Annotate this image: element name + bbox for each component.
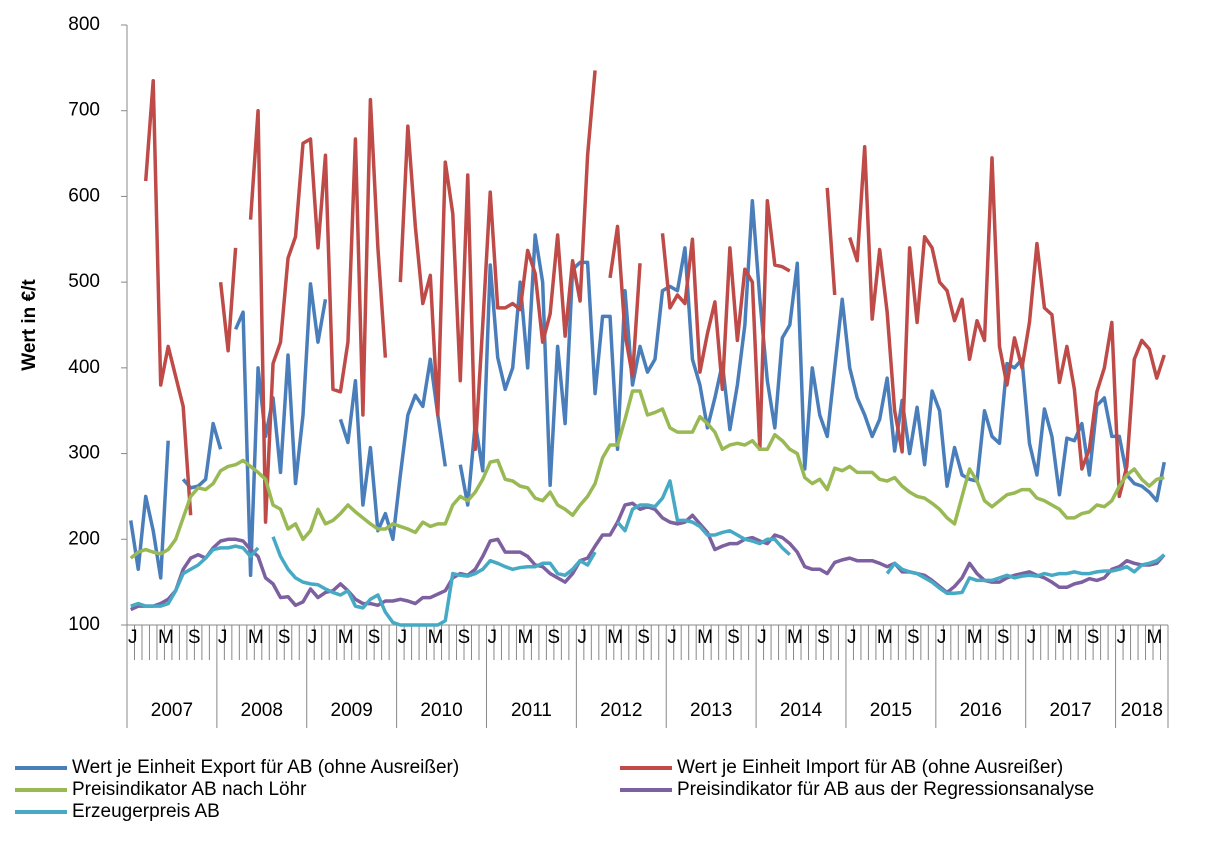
y-tick-label: 100 xyxy=(68,614,100,635)
x-tick-label: M xyxy=(787,627,803,648)
x-tick-label: J xyxy=(218,627,228,648)
y-axis-title: Wert in €/t xyxy=(19,279,40,371)
series-line xyxy=(129,198,1166,580)
x-tick-label: J xyxy=(398,627,408,648)
legend-label: Wert je Einheit Import für AB (ohne Ausr… xyxy=(677,757,1063,778)
x-tick-label: S xyxy=(727,627,740,648)
x-group-label: 2016 xyxy=(960,700,1002,721)
x-group-label: 2012 xyxy=(600,700,642,721)
x-tick-label: M xyxy=(607,627,623,648)
x-group-label: 2013 xyxy=(690,700,732,721)
x-group-label: 2008 xyxy=(241,700,283,721)
x-tick-label: M xyxy=(967,627,983,648)
x-tick-label: J xyxy=(1117,627,1127,648)
x-group-label: 2014 xyxy=(780,700,823,721)
x-tick-label: J xyxy=(937,627,947,648)
x-group-label: 2009 xyxy=(331,700,373,721)
x-tick-label: J xyxy=(308,627,318,648)
x-tick-label: M xyxy=(697,627,713,648)
x-tick-label: M xyxy=(517,627,533,648)
x-tick-label: M xyxy=(877,627,893,648)
series-line xyxy=(143,70,1166,524)
x-tick-label: S xyxy=(188,627,201,648)
x-tick-label: J xyxy=(1027,627,1037,648)
x-tick-label: S xyxy=(1087,627,1100,648)
legend-label: Erzeugerpreis AB xyxy=(72,801,220,822)
x-group-label: 2015 xyxy=(870,700,912,721)
x-tick-label: M xyxy=(338,627,354,648)
x-tick-label: S xyxy=(278,627,291,648)
x-tick-label: M xyxy=(158,627,174,648)
x-group-label: 2007 xyxy=(151,700,193,721)
y-tick-label: 200 xyxy=(68,528,100,549)
legend-label: Preisindikator für AB aus der Regression… xyxy=(677,779,1094,800)
x-tick-label: M xyxy=(248,627,264,648)
y-tick-label: 300 xyxy=(68,443,100,464)
legend-label: Wert je Einheit Export für AB (ohne Ausr… xyxy=(72,757,459,778)
x-tick-label: J xyxy=(487,627,497,648)
x-tick-label: S xyxy=(458,627,471,648)
x-tick-label: S xyxy=(907,627,920,648)
x-group-label: 2010 xyxy=(420,700,462,721)
x-tick-label: S xyxy=(817,627,830,648)
x-tick-label: S xyxy=(547,627,560,648)
x-group-label: 2018 xyxy=(1121,700,1163,721)
x-tick-label: S xyxy=(368,627,381,648)
series-line xyxy=(130,479,1166,627)
x-tick-label: S xyxy=(637,627,650,648)
series-line xyxy=(129,389,1165,560)
x-tick-label: M xyxy=(1147,627,1163,648)
x-tick-label: J xyxy=(847,627,857,648)
y-tick-label: 500 xyxy=(68,271,100,292)
x-group-label: 2017 xyxy=(1049,700,1091,721)
legend-label: Preisindikator AB nach Löhr xyxy=(72,779,307,800)
x-group-label: 2011 xyxy=(511,700,552,721)
x-tick-label: J xyxy=(128,627,138,648)
x-tick-label: J xyxy=(757,627,767,648)
x-tick-label: J xyxy=(577,627,587,648)
y-tick-label: 700 xyxy=(68,100,100,121)
x-tick-label: S xyxy=(997,627,1010,648)
x-tick-label: M xyxy=(1057,627,1073,648)
x-tick-label: J xyxy=(667,627,677,648)
x-tick-label: M xyxy=(428,627,444,648)
y-tick-label: 800 xyxy=(68,14,100,35)
y-tick-label: 400 xyxy=(68,357,100,378)
y-tick-label: 600 xyxy=(68,185,100,206)
